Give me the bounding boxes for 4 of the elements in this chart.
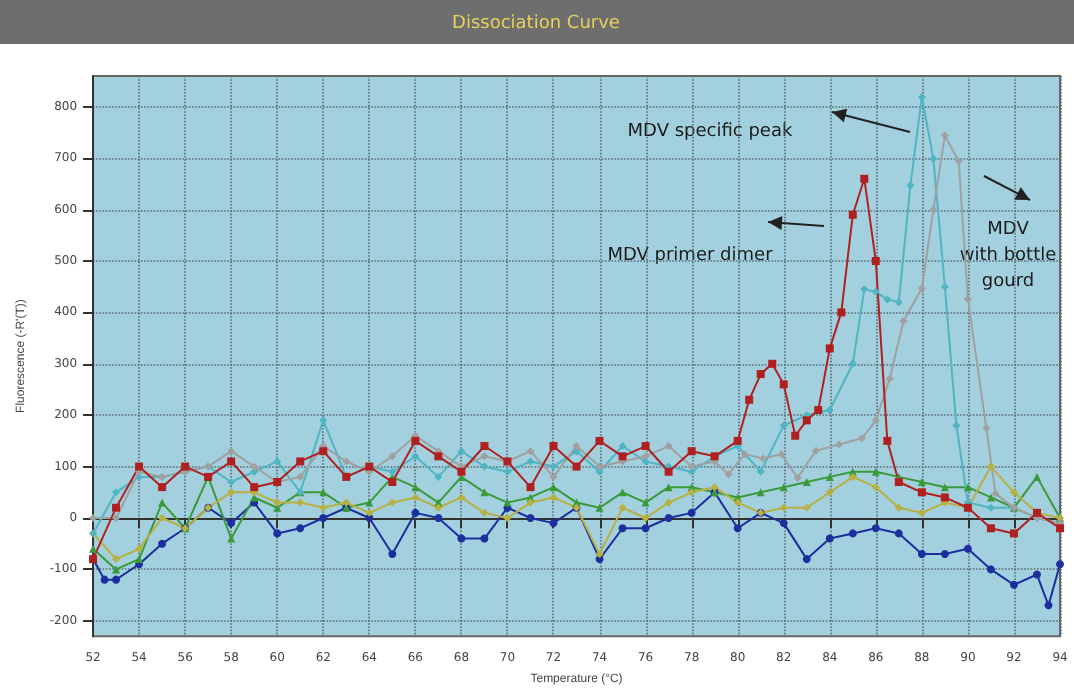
annotation: MDV primer dimer (607, 246, 774, 266)
chart-title: Dissociation Curve (452, 14, 621, 34)
annotation: MDV specific peak (627, 122, 794, 142)
annotation: MDV with bottle gourd (959, 220, 1058, 292)
